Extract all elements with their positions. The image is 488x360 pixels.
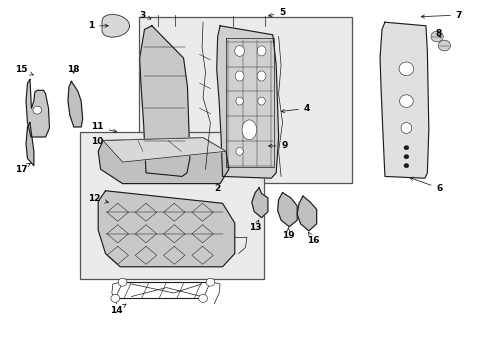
Ellipse shape — [118, 278, 127, 286]
Text: 12: 12 — [88, 194, 108, 203]
Text: 17: 17 — [15, 163, 30, 174]
Polygon shape — [68, 81, 82, 127]
Text: 18: 18 — [66, 65, 79, 74]
Polygon shape — [216, 26, 278, 178]
Ellipse shape — [257, 97, 264, 105]
Ellipse shape — [236, 97, 243, 105]
FancyBboxPatch shape — [80, 132, 264, 279]
Ellipse shape — [257, 71, 265, 81]
Text: 9: 9 — [281, 141, 287, 150]
Ellipse shape — [400, 123, 411, 134]
Text: 8: 8 — [434, 29, 441, 38]
Polygon shape — [103, 138, 225, 162]
Text: 16: 16 — [307, 232, 319, 245]
Ellipse shape — [403, 163, 408, 168]
Ellipse shape — [257, 46, 265, 56]
Ellipse shape — [236, 147, 243, 155]
Text: 3: 3 — [139, 10, 151, 19]
Ellipse shape — [430, 31, 442, 42]
Ellipse shape — [111, 294, 120, 302]
Polygon shape — [251, 188, 267, 218]
Polygon shape — [277, 193, 297, 226]
Polygon shape — [26, 80, 49, 137]
Text: 6: 6 — [409, 177, 442, 193]
Polygon shape — [140, 26, 189, 176]
FancyBboxPatch shape — [139, 17, 351, 183]
Text: 14: 14 — [110, 304, 126, 315]
Ellipse shape — [234, 45, 244, 56]
Text: 1: 1 — [88, 21, 108, 30]
Polygon shape — [98, 138, 228, 184]
Polygon shape — [98, 191, 234, 267]
Ellipse shape — [398, 62, 413, 76]
Polygon shape — [297, 196, 316, 231]
Text: 15: 15 — [15, 65, 33, 75]
Text: 7: 7 — [420, 10, 461, 19]
Ellipse shape — [399, 95, 412, 107]
Text: 5: 5 — [268, 8, 285, 17]
Polygon shape — [102, 14, 129, 37]
Ellipse shape — [437, 40, 449, 51]
Ellipse shape — [235, 71, 244, 81]
Ellipse shape — [33, 106, 41, 114]
Polygon shape — [26, 123, 34, 166]
Ellipse shape — [242, 120, 256, 140]
Text: 13: 13 — [248, 220, 261, 232]
Text: 11: 11 — [91, 122, 117, 132]
Text: 2: 2 — [214, 184, 221, 193]
Polygon shape — [379, 22, 428, 178]
Ellipse shape — [403, 145, 408, 150]
Ellipse shape — [205, 278, 214, 286]
Text: 19: 19 — [282, 228, 294, 240]
Text: 4: 4 — [281, 104, 309, 113]
Ellipse shape — [403, 154, 408, 159]
Text: 10: 10 — [91, 137, 121, 147]
Ellipse shape — [198, 294, 207, 302]
